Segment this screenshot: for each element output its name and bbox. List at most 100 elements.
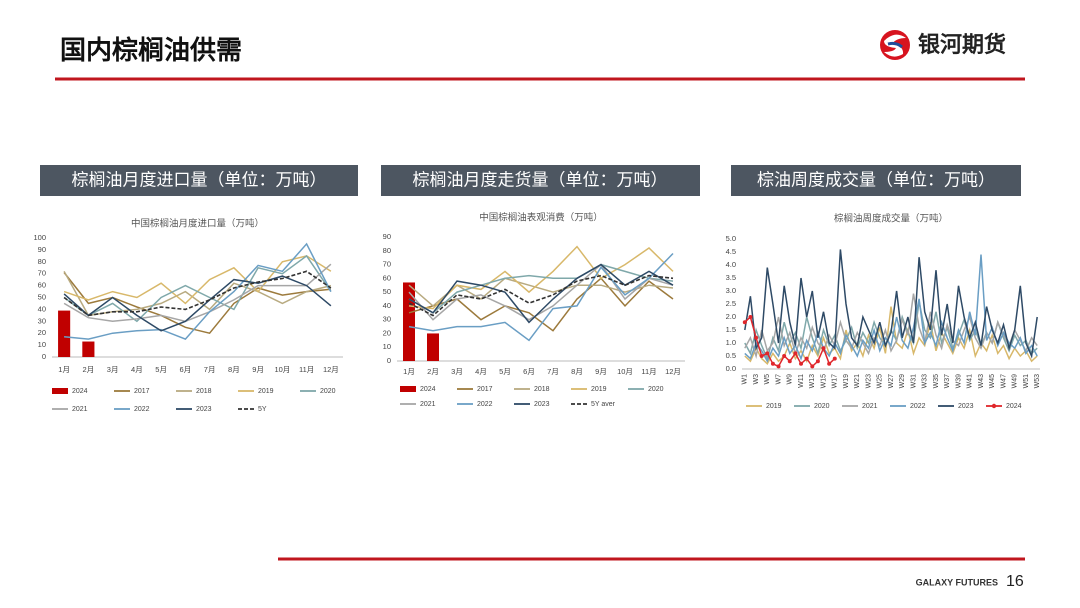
y-tick-label: 10 bbox=[383, 342, 391, 351]
x-tick-label: W53 bbox=[1034, 374, 1041, 389]
series-line bbox=[408, 263, 674, 321]
x-tick-label: W31 bbox=[910, 374, 917, 389]
y-tick-label: 80 bbox=[383, 246, 391, 255]
legend-label: 5Y aver bbox=[591, 401, 616, 408]
x-tick-label: W15 bbox=[820, 374, 827, 389]
series-marker bbox=[827, 361, 832, 366]
series-marker bbox=[754, 335, 759, 340]
x-tick-label: 11月 bbox=[641, 367, 656, 376]
series-line bbox=[63, 270, 332, 317]
legend-label: 2021 bbox=[72, 406, 88, 413]
series-line bbox=[64, 242, 332, 340]
x-tick-label: 5月 bbox=[155, 365, 167, 374]
x-tick-label: W47 bbox=[1000, 374, 1007, 389]
legend-label: 2024 bbox=[72, 388, 88, 395]
y-tick-label: 1.0 bbox=[726, 338, 736, 347]
legend-label: 2020 bbox=[648, 386, 664, 393]
x-tick-label: 2月 bbox=[83, 365, 95, 374]
x-tick-label: 10月 bbox=[617, 367, 633, 376]
legend-label: 5Y bbox=[258, 406, 267, 413]
x-tick-label: W39 bbox=[955, 374, 962, 389]
legend-label: 2023 bbox=[534, 401, 550, 408]
y-tick-label: 3.0 bbox=[726, 286, 736, 295]
x-tick-label: 3月 bbox=[107, 365, 119, 374]
x-tick-label: W17 bbox=[832, 374, 839, 389]
series-marker bbox=[793, 351, 798, 356]
legend-marker bbox=[991, 403, 997, 409]
y-tick-label: 0 bbox=[387, 356, 391, 365]
y-tick-label: 0.5 bbox=[726, 351, 736, 360]
legend-label: 2022 bbox=[910, 403, 926, 410]
series-line bbox=[408, 245, 674, 310]
series-line bbox=[408, 252, 674, 342]
x-tick-label: W23 bbox=[865, 374, 872, 389]
x-tick-label: W9 bbox=[787, 374, 794, 385]
y-tick-label: 0.0 bbox=[726, 364, 736, 373]
section-title: 棕榈油月度走货量（单位：万吨） bbox=[413, 170, 668, 189]
x-tick-label: 11月 bbox=[299, 365, 314, 374]
y-tick-label: 70 bbox=[383, 260, 391, 269]
x-tick-label: 9月 bbox=[595, 367, 607, 376]
x-tick-label: W27 bbox=[888, 374, 895, 389]
series-marker bbox=[799, 361, 804, 366]
x-tick-label: W19 bbox=[843, 374, 850, 389]
legend-label: 2017 bbox=[134, 388, 150, 395]
series-marker bbox=[832, 356, 837, 361]
series-marker bbox=[759, 354, 764, 358]
x-tick-label: W25 bbox=[877, 374, 884, 389]
series-line bbox=[408, 263, 674, 314]
legend-label: 2018 bbox=[534, 386, 550, 393]
y-tick-label: 30 bbox=[38, 316, 46, 325]
section-box bbox=[40, 165, 358, 196]
series-marker bbox=[815, 359, 820, 364]
x-tick-label: 10月 bbox=[274, 365, 290, 374]
bar bbox=[82, 341, 95, 357]
x-tick-label: 2月 bbox=[427, 367, 439, 376]
x-tick-label: 9月 bbox=[252, 365, 264, 374]
series-marker bbox=[765, 351, 770, 356]
x-tick-label: W29 bbox=[899, 374, 906, 389]
y-tick-label: 4.5 bbox=[726, 247, 736, 256]
legend-label: 2019 bbox=[258, 388, 274, 395]
x-tick-label: 1月 bbox=[58, 365, 70, 374]
y-tick-label: 80 bbox=[38, 257, 46, 266]
x-tick-label: 4月 bbox=[475, 367, 487, 376]
series-marker bbox=[742, 320, 747, 325]
y-tick-label: 40 bbox=[383, 301, 391, 310]
bar bbox=[403, 282, 415, 361]
series-marker bbox=[787, 359, 792, 364]
series-line bbox=[63, 263, 332, 323]
series-marker bbox=[770, 361, 775, 366]
y-tick-label: 40 bbox=[38, 304, 46, 313]
y-tick-label: 90 bbox=[383, 232, 391, 241]
series-line bbox=[408, 277, 674, 332]
x-tick-label: W45 bbox=[989, 374, 996, 389]
legend-swatch bbox=[52, 388, 68, 394]
x-tick-label: W51 bbox=[1023, 374, 1030, 389]
logo-icon bbox=[880, 30, 910, 60]
legend-label: 2019 bbox=[766, 403, 782, 410]
logo-text: 银河期货 bbox=[918, 32, 1006, 57]
x-tick-label: 1月 bbox=[403, 367, 415, 376]
x-tick-label: 5月 bbox=[499, 367, 511, 376]
series-marker bbox=[821, 346, 826, 351]
x-tick-label: W41 bbox=[967, 374, 974, 389]
series-marker bbox=[804, 356, 809, 361]
x-tick-label: 6月 bbox=[180, 365, 192, 374]
legend-label: 2023 bbox=[196, 406, 212, 413]
series-marker bbox=[782, 354, 787, 358]
y-tick-label: 1.5 bbox=[726, 325, 736, 334]
x-tick-label: 12月 bbox=[665, 367, 681, 376]
legend-label: 2020 bbox=[320, 388, 336, 395]
x-tick-label: W35 bbox=[933, 374, 940, 389]
y-tick-label: 2.5 bbox=[726, 299, 736, 308]
y-tick-label: 4.0 bbox=[726, 260, 736, 269]
y-tick-label: 2.0 bbox=[726, 312, 736, 321]
x-tick-label: W11 bbox=[798, 374, 805, 388]
y-tick-label: 10 bbox=[38, 340, 46, 349]
section-box bbox=[731, 165, 1021, 196]
y-tick-label: 50 bbox=[383, 287, 391, 296]
x-tick-label: 8月 bbox=[228, 365, 240, 374]
series-line bbox=[63, 272, 331, 335]
